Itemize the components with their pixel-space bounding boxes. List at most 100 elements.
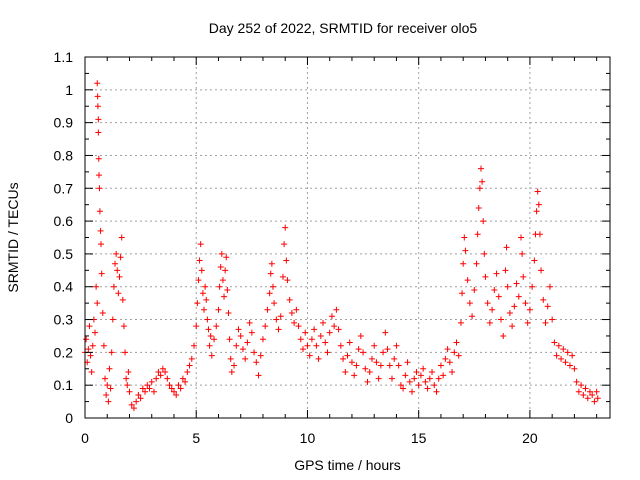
data-point [513, 280, 520, 287]
data-point [351, 372, 358, 379]
data-point [123, 375, 130, 382]
data-point [411, 375, 418, 382]
data-point [159, 365, 166, 372]
data-point [426, 375, 433, 382]
data-point [575, 388, 582, 395]
data-point [105, 398, 112, 405]
data-point [524, 319, 531, 326]
data-point [506, 309, 513, 316]
data-point [382, 329, 389, 336]
data-point [573, 378, 580, 385]
data-point [96, 185, 103, 192]
data-point [311, 326, 318, 333]
data-point [164, 375, 171, 382]
data-point [320, 319, 327, 326]
data-point [255, 372, 262, 379]
data-point [566, 362, 573, 369]
x-tick-label: 15 [411, 430, 427, 446]
data-point [558, 355, 565, 362]
data-point [326, 329, 333, 336]
data-point [308, 336, 315, 343]
data-point [86, 323, 93, 330]
data-point [116, 273, 123, 280]
data-point [168, 385, 175, 392]
data-point [368, 355, 375, 362]
data-point [283, 257, 290, 264]
data-point [322, 339, 329, 346]
data-point [495, 293, 502, 300]
data-point [237, 332, 244, 339]
data-point [114, 267, 121, 274]
data-point [106, 365, 113, 372]
data-point [593, 388, 600, 395]
data-point [393, 342, 400, 349]
data-point [302, 329, 309, 336]
data-point [102, 375, 109, 382]
data-point [518, 234, 525, 241]
data-point [462, 247, 469, 254]
data-point [431, 382, 438, 389]
data-point [594, 395, 601, 402]
data-point [94, 93, 101, 100]
data-point [449, 369, 456, 376]
data-point [360, 349, 367, 356]
data-point [586, 388, 593, 395]
data-point [275, 326, 282, 333]
data-point [371, 342, 378, 349]
data-point [251, 349, 258, 356]
data-point [584, 395, 591, 402]
grid-layer [85, 57, 610, 418]
data-point [542, 319, 549, 326]
data-point [497, 316, 504, 323]
data-point [328, 313, 335, 320]
data-point [170, 388, 177, 395]
data-point [253, 359, 260, 366]
y-tick-label: 0.4 [54, 279, 74, 295]
data-point [282, 224, 289, 231]
data-points [82, 80, 601, 412]
data-point [103, 392, 110, 399]
data-point [486, 319, 493, 326]
data-point [535, 201, 542, 208]
data-point [173, 392, 180, 399]
data-point [481, 250, 488, 257]
data-point [162, 369, 169, 376]
data-point [413, 369, 420, 376]
data-point [219, 277, 226, 284]
data-point [519, 250, 526, 257]
data-point [520, 273, 527, 280]
data-point [202, 283, 209, 290]
data-point [511, 303, 518, 310]
data-point [295, 323, 302, 330]
data-point [589, 392, 596, 399]
data-point [531, 257, 538, 264]
data-point [373, 359, 380, 366]
data-point [333, 306, 340, 313]
data-point [357, 332, 364, 339]
data-point [324, 349, 331, 356]
data-point [142, 388, 149, 395]
data-point [182, 378, 189, 385]
data-point [489, 306, 496, 313]
data-point [94, 80, 101, 87]
data-point [544, 303, 551, 310]
data-point [226, 336, 233, 343]
x-tick-label: 10 [300, 430, 316, 446]
data-point [304, 342, 311, 349]
data-point [571, 365, 578, 372]
data-point [117, 254, 124, 261]
data-point [96, 208, 103, 215]
data-point [331, 323, 338, 330]
data-point [420, 365, 427, 372]
data-point [442, 355, 449, 362]
data-point [126, 388, 133, 395]
data-point [315, 355, 322, 362]
chart-title: Day 252 of 2022, SRMTID for receiver olo… [209, 20, 478, 36]
data-point [306, 352, 313, 359]
data-point [213, 323, 220, 330]
data-point [522, 300, 529, 307]
data-point [553, 352, 560, 359]
data-point [85, 346, 92, 353]
data-point [479, 178, 486, 185]
